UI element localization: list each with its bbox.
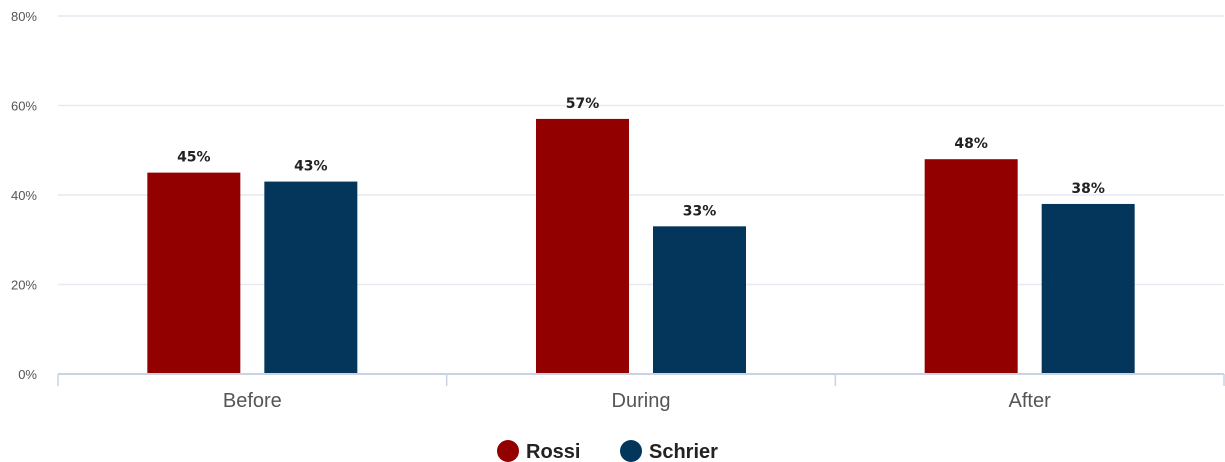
bar-schrier-after (1041, 203, 1135, 374)
legend-label: Schrier (649, 441, 718, 462)
legend-swatch (497, 440, 519, 462)
data-labels: 45% 43% 57% 33% 48% 38% (177, 96, 1105, 219)
x-category-label: After (1009, 390, 1052, 412)
y-tick-label: 80% (11, 9, 37, 24)
legend-item-rossi[interactable]: Rossi (497, 440, 580, 462)
x-axis-category-labels: Before During After (223, 390, 1051, 412)
y-tick-label: 0% (18, 367, 37, 382)
y-tick-label: 60% (11, 99, 37, 114)
data-label: 45% (177, 150, 211, 166)
data-label: 57% (566, 96, 600, 112)
data-label: 38% (1071, 181, 1105, 197)
data-label: 48% (954, 136, 988, 152)
bar-schrier-before (264, 181, 358, 374)
data-label: 43% (294, 159, 328, 175)
bar-rossi-before (147, 172, 241, 374)
y-tick-label: 40% (11, 188, 37, 203)
bars (147, 118, 1135, 374)
gridlines (58, 15, 1224, 286)
bar-rossi-after (924, 159, 1018, 374)
x-category-label: Before (223, 390, 282, 412)
bar-schrier-during (653, 226, 746, 374)
legend-label: Rossi (526, 441, 580, 462)
legend[interactable]: Rossi Schrier (497, 440, 718, 462)
legend-item-schrier[interactable]: Schrier (620, 440, 718, 462)
x-axis (57, 373, 1225, 386)
y-tick-label: 20% (11, 278, 37, 293)
y-axis-tick-labels: 0% 20% 40% 60% 80% (11, 9, 37, 382)
x-category-label: During (612, 390, 671, 412)
legend-swatch (620, 440, 642, 462)
data-label: 33% (683, 203, 717, 219)
bar-rossi-during (536, 118, 629, 374)
